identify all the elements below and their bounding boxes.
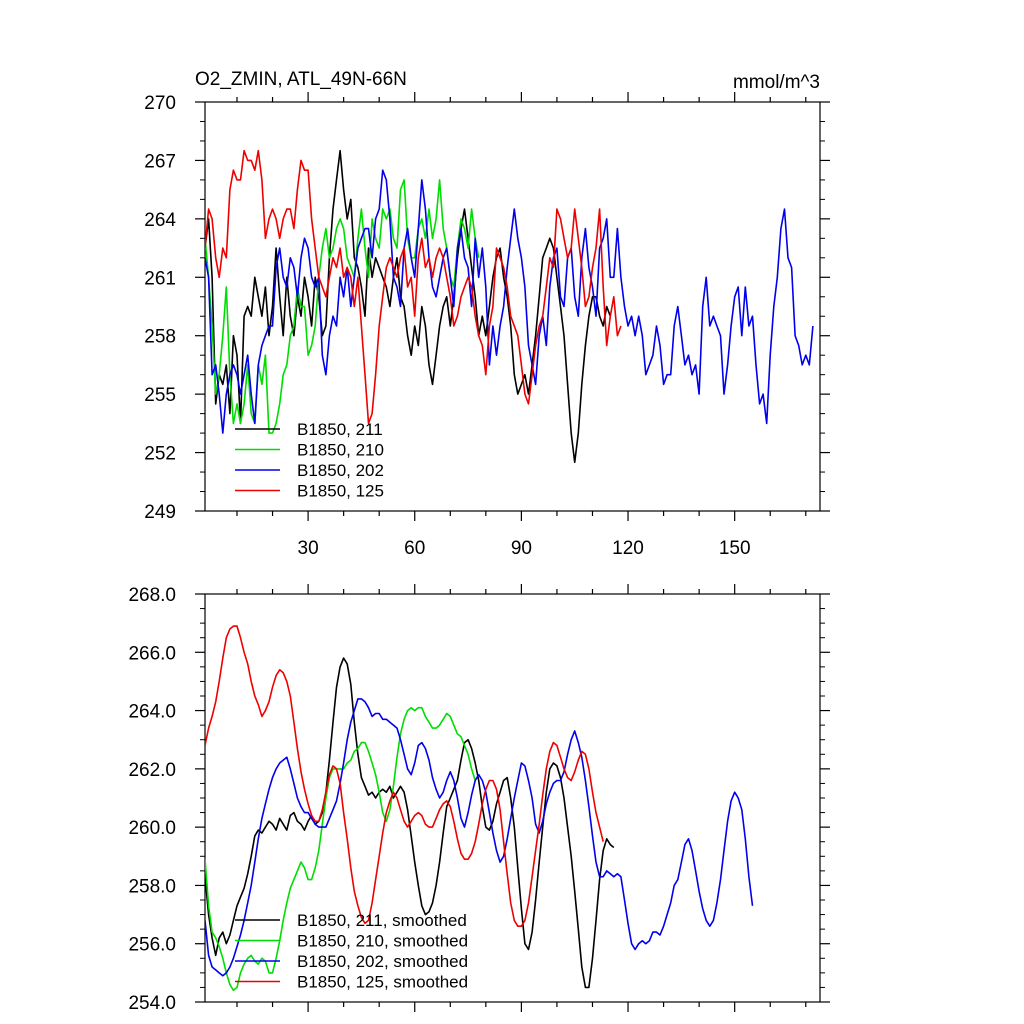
y-tick-label: 258.0 (128, 876, 176, 897)
units-label: mmol/m^3 (733, 72, 820, 93)
series-line-2 (205, 169, 814, 434)
legend-label: B1850, 202, smoothed (297, 952, 468, 971)
y-tick-label: 258 (144, 327, 176, 348)
x-tick-label: 150 (719, 538, 751, 559)
legend-label: B1850, 125 (297, 482, 384, 501)
y-tick-label: 261 (144, 268, 176, 289)
y-tick-label: 266.0 (128, 643, 176, 664)
legend-label: B1850, 211, smoothed (297, 911, 467, 930)
legend-label: B1850, 202 (297, 461, 384, 480)
series-line-3 (205, 149, 622, 425)
y-tick-label: 256.0 (128, 935, 176, 956)
series-line-1 (205, 179, 480, 434)
x-tick-label: 30 (298, 538, 319, 559)
y-tick-label: 262.0 (128, 760, 176, 781)
y-tick-label: 268.0 (128, 585, 176, 606)
top-panel: 30 60 90 120 150 249 252 255 258 261 264 267 270 O2_Z… (144, 69, 830, 559)
legend-label: B1850, 125, smoothed (297, 973, 468, 992)
y-tick-label: 252 (144, 444, 176, 465)
legend-label: B1850, 210, smoothed (297, 932, 468, 951)
bottom-panel: 254.0 256.0 258.0 260.0 262.0 264.0 266.0 268.0… (128, 584, 830, 1014)
y-tick-label: 264.0 (128, 702, 176, 723)
series-line-3 (205, 625, 604, 928)
x-tick-label: 60 (404, 538, 425, 559)
chart-title: O2_ZMIN, ATL_49N-66N (195, 69, 407, 90)
series-line-0 (205, 149, 612, 464)
series-line-2 (205, 698, 754, 977)
plot-frame-0 (204, 101, 821, 512)
x-tick-label: 90 (511, 538, 532, 559)
y-tick-label: 270 (144, 93, 176, 114)
y-tick-label: 264 (144, 210, 176, 231)
y-tick-label: 260.0 (128, 818, 176, 839)
y-tick-label: 249 (144, 502, 176, 523)
legend-label: B1850, 211 (297, 420, 383, 439)
legend-label: B1850, 210 (297, 441, 384, 460)
x-tick-label: 120 (612, 538, 644, 559)
series-line-1 (205, 706, 476, 992)
y-tick-label: 267 (144, 151, 176, 172)
y-tick-label: 254.0 (128, 993, 176, 1014)
y-tick-label: 255 (144, 385, 176, 406)
